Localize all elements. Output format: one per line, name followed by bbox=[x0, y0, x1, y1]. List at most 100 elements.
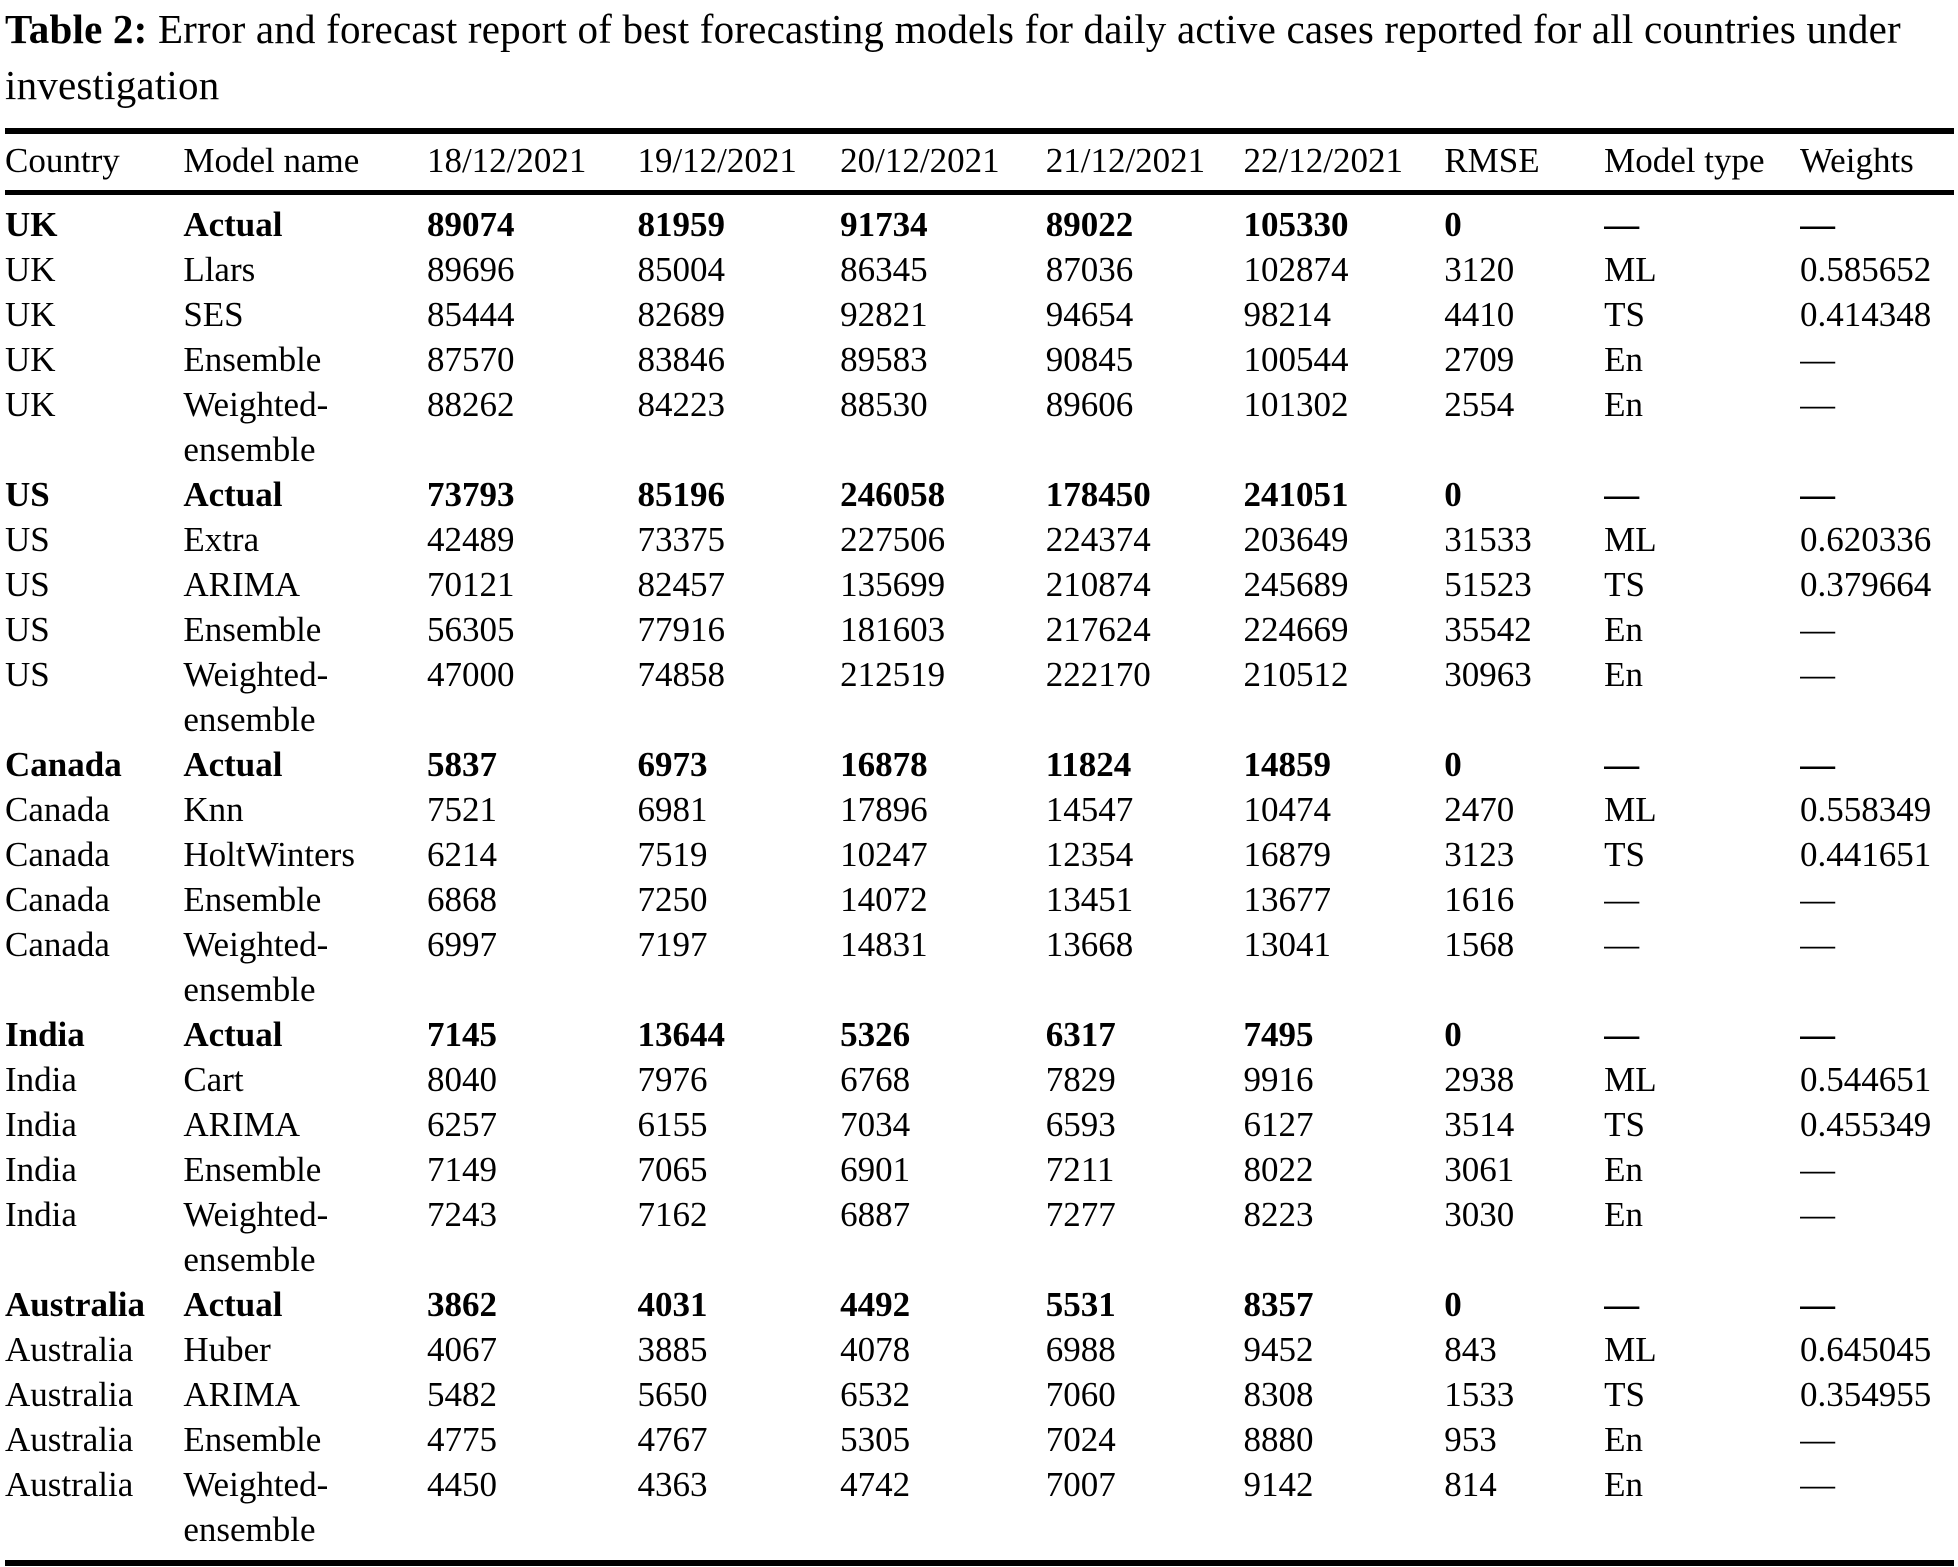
table-caption-label: Table 2: bbox=[5, 6, 148, 52]
table-caption-text: Error and forecast report of best foreca… bbox=[5, 6, 1901, 108]
cell-forecast-20-12-2021: 6887 bbox=[840, 1194, 911, 1234]
cell-model-type: En bbox=[1604, 609, 1643, 649]
cell-weights: 0.414348 bbox=[1799, 294, 1932, 334]
cell-model-name: Extra bbox=[183, 519, 260, 559]
column-header-forecast-22-12-2021: 22/12/2021 bbox=[1243, 130, 1445, 195]
cell-rmse: 31533 bbox=[1444, 519, 1532, 559]
cell-forecast-18-12-2021: 85444 bbox=[426, 294, 515, 334]
cell-model-name: Huber bbox=[183, 1329, 271, 1369]
cell-forecast-20-12-2021: 5326 bbox=[840, 1014, 911, 1054]
cell-country: Australia bbox=[5, 1374, 134, 1414]
table-row: US ARIMA 70121 82457 135699 210874 245689 51523… bbox=[5, 562, 1954, 607]
cell-model-name: SES bbox=[183, 294, 244, 334]
cell-model-type: TS bbox=[1604, 564, 1645, 604]
cell-forecast-21-12-2021: 222170 bbox=[1045, 654, 1151, 694]
cell-weights: — bbox=[1799, 474, 1835, 514]
cell-weights: — bbox=[1799, 879, 1835, 919]
cell-country: UK bbox=[5, 384, 56, 424]
cell-forecast-22-12-2021: 100544 bbox=[1243, 339, 1349, 379]
table-row: India ARIMA 6257 6155 7034 6593 6127 3514 TS 0.45… bbox=[5, 1102, 1954, 1147]
cell-forecast-22-12-2021: 6127 bbox=[1243, 1104, 1314, 1144]
cell-rmse: 1568 bbox=[1444, 924, 1515, 964]
cell-forecast-22-12-2021: 102874 bbox=[1243, 249, 1349, 289]
cell-country: India bbox=[5, 1104, 77, 1144]
cell-forecast-21-12-2021: 210874 bbox=[1045, 564, 1151, 604]
cell-forecast-22-12-2021: 10474 bbox=[1243, 789, 1332, 829]
cell-weights: — bbox=[1799, 744, 1835, 784]
header-row: Country Model name 18/12/2021 19/12/2021 20/… bbox=[5, 130, 1954, 195]
cell-forecast-19-12-2021: 6155 bbox=[637, 1104, 708, 1144]
cell-rmse: 0 bbox=[1444, 744, 1462, 784]
cell-country: UK bbox=[5, 204, 58, 244]
cell-forecast-18-12-2021: 89074 bbox=[426, 204, 515, 244]
cell-forecast-21-12-2021: 224374 bbox=[1045, 519, 1151, 559]
cell-forecast-21-12-2021: 87036 bbox=[1045, 249, 1134, 289]
cell-forecast-20-12-2021: 86345 bbox=[840, 249, 928, 289]
cell-model-type: ML bbox=[1604, 1329, 1657, 1369]
cell-forecast-19-12-2021: 7162 bbox=[637, 1194, 708, 1234]
cell-forecast-19-12-2021: 13644 bbox=[637, 1014, 725, 1054]
cell-forecast-22-12-2021: 105330 bbox=[1243, 204, 1349, 244]
cell-weights: 0.645045 bbox=[1799, 1329, 1932, 1369]
cell-forecast-22-12-2021: 9916 bbox=[1243, 1059, 1314, 1099]
cell-rmse: 3123 bbox=[1444, 834, 1515, 874]
cell-forecast-18-12-2021: 4775 bbox=[426, 1419, 497, 1459]
cell-country: Australia bbox=[5, 1464, 134, 1504]
cell-model-name: ARIMA bbox=[183, 1374, 301, 1414]
table-row: UK Ensemble 87570 83846 89583 90845 100544 2709… bbox=[5, 337, 1954, 382]
cell-country: UK bbox=[5, 294, 56, 334]
cell-forecast-20-12-2021: 6768 bbox=[840, 1059, 911, 1099]
column-header-weights: Weights bbox=[1799, 130, 1954, 195]
cell-forecast-22-12-2021: 98214 bbox=[1243, 294, 1332, 334]
cell-forecast-19-12-2021: 73375 bbox=[637, 519, 725, 559]
cell-forecast-20-12-2021: 135699 bbox=[840, 564, 946, 604]
cell-rmse: 953 bbox=[1444, 1419, 1497, 1459]
cell-model-type: TS bbox=[1604, 1104, 1645, 1144]
cell-weights: — bbox=[1799, 654, 1835, 694]
cell-forecast-20-12-2021: 212519 bbox=[840, 654, 946, 694]
cell-model-type: ML bbox=[1604, 1059, 1657, 1099]
cell-forecast-22-12-2021: 203649 bbox=[1243, 519, 1349, 559]
table-row: India Weighted- ensemble 7243 7162 6887 7277 8… bbox=[5, 1192, 1954, 1282]
cell-forecast-21-12-2021: 14547 bbox=[1045, 789, 1134, 829]
cell-forecast-22-12-2021: 8308 bbox=[1243, 1374, 1314, 1414]
column-header-model-type: Model type bbox=[1604, 130, 1800, 195]
cell-forecast-22-12-2021: 101302 bbox=[1243, 384, 1349, 424]
cell-forecast-18-12-2021: 56305 bbox=[426, 609, 515, 649]
cell-forecast-20-12-2021: 5305 bbox=[840, 1419, 911, 1459]
cell-forecast-19-12-2021: 81959 bbox=[637, 204, 725, 244]
cell-forecast-18-12-2021: 8040 bbox=[426, 1059, 497, 1099]
cell-forecast-18-12-2021: 7521 bbox=[426, 789, 497, 829]
cell-forecast-19-12-2021: 6973 bbox=[637, 744, 708, 784]
column-header-country: Country bbox=[5, 130, 184, 195]
cell-forecast-20-12-2021: 181603 bbox=[840, 609, 946, 649]
cell-weights: — bbox=[1799, 1194, 1835, 1234]
cell-forecast-21-12-2021: 217624 bbox=[1045, 609, 1151, 649]
table-row: India Actual 7145 13644 5326 6317 7495 0 — — bbox=[5, 1012, 1954, 1057]
cell-forecast-19-12-2021: 7250 bbox=[637, 879, 708, 919]
cell-country: Canada bbox=[5, 789, 110, 829]
table-row: US Extra 42489 73375 227506 224374 203649 31533… bbox=[5, 517, 1954, 562]
cell-model-type: — bbox=[1604, 879, 1640, 919]
cell-weights: 0.585652 bbox=[1799, 249, 1932, 289]
cell-model-type: — bbox=[1604, 204, 1640, 244]
cell-country: Canada bbox=[5, 744, 122, 784]
column-header-model-name: Model name bbox=[183, 130, 427, 195]
cell-country: UK bbox=[5, 249, 56, 289]
cell-model-name: Actual bbox=[183, 204, 283, 244]
cell-model-name: Weighted- ensemble bbox=[183, 384, 329, 469]
table-row: US Actual 73793 85196 246058 178450 241051 0 — — bbox=[5, 472, 1954, 517]
cell-forecast-18-12-2021: 5837 bbox=[426, 744, 497, 784]
cell-weights: — bbox=[1799, 609, 1835, 649]
cell-forecast-20-12-2021: 10247 bbox=[840, 834, 928, 874]
cell-rmse: 3514 bbox=[1444, 1104, 1515, 1144]
cell-forecast-21-12-2021: 94654 bbox=[1045, 294, 1134, 334]
cell-weights: 0.354955 bbox=[1799, 1374, 1932, 1414]
cell-rmse: 2554 bbox=[1444, 384, 1515, 424]
cell-model-type: — bbox=[1604, 744, 1640, 784]
cell-forecast-19-12-2021: 4767 bbox=[637, 1419, 708, 1459]
cell-forecast-21-12-2021: 6593 bbox=[1045, 1104, 1116, 1144]
cell-country: Australia bbox=[5, 1284, 145, 1324]
cell-weights: — bbox=[1799, 384, 1835, 424]
cell-forecast-22-12-2021: 13677 bbox=[1243, 879, 1332, 919]
